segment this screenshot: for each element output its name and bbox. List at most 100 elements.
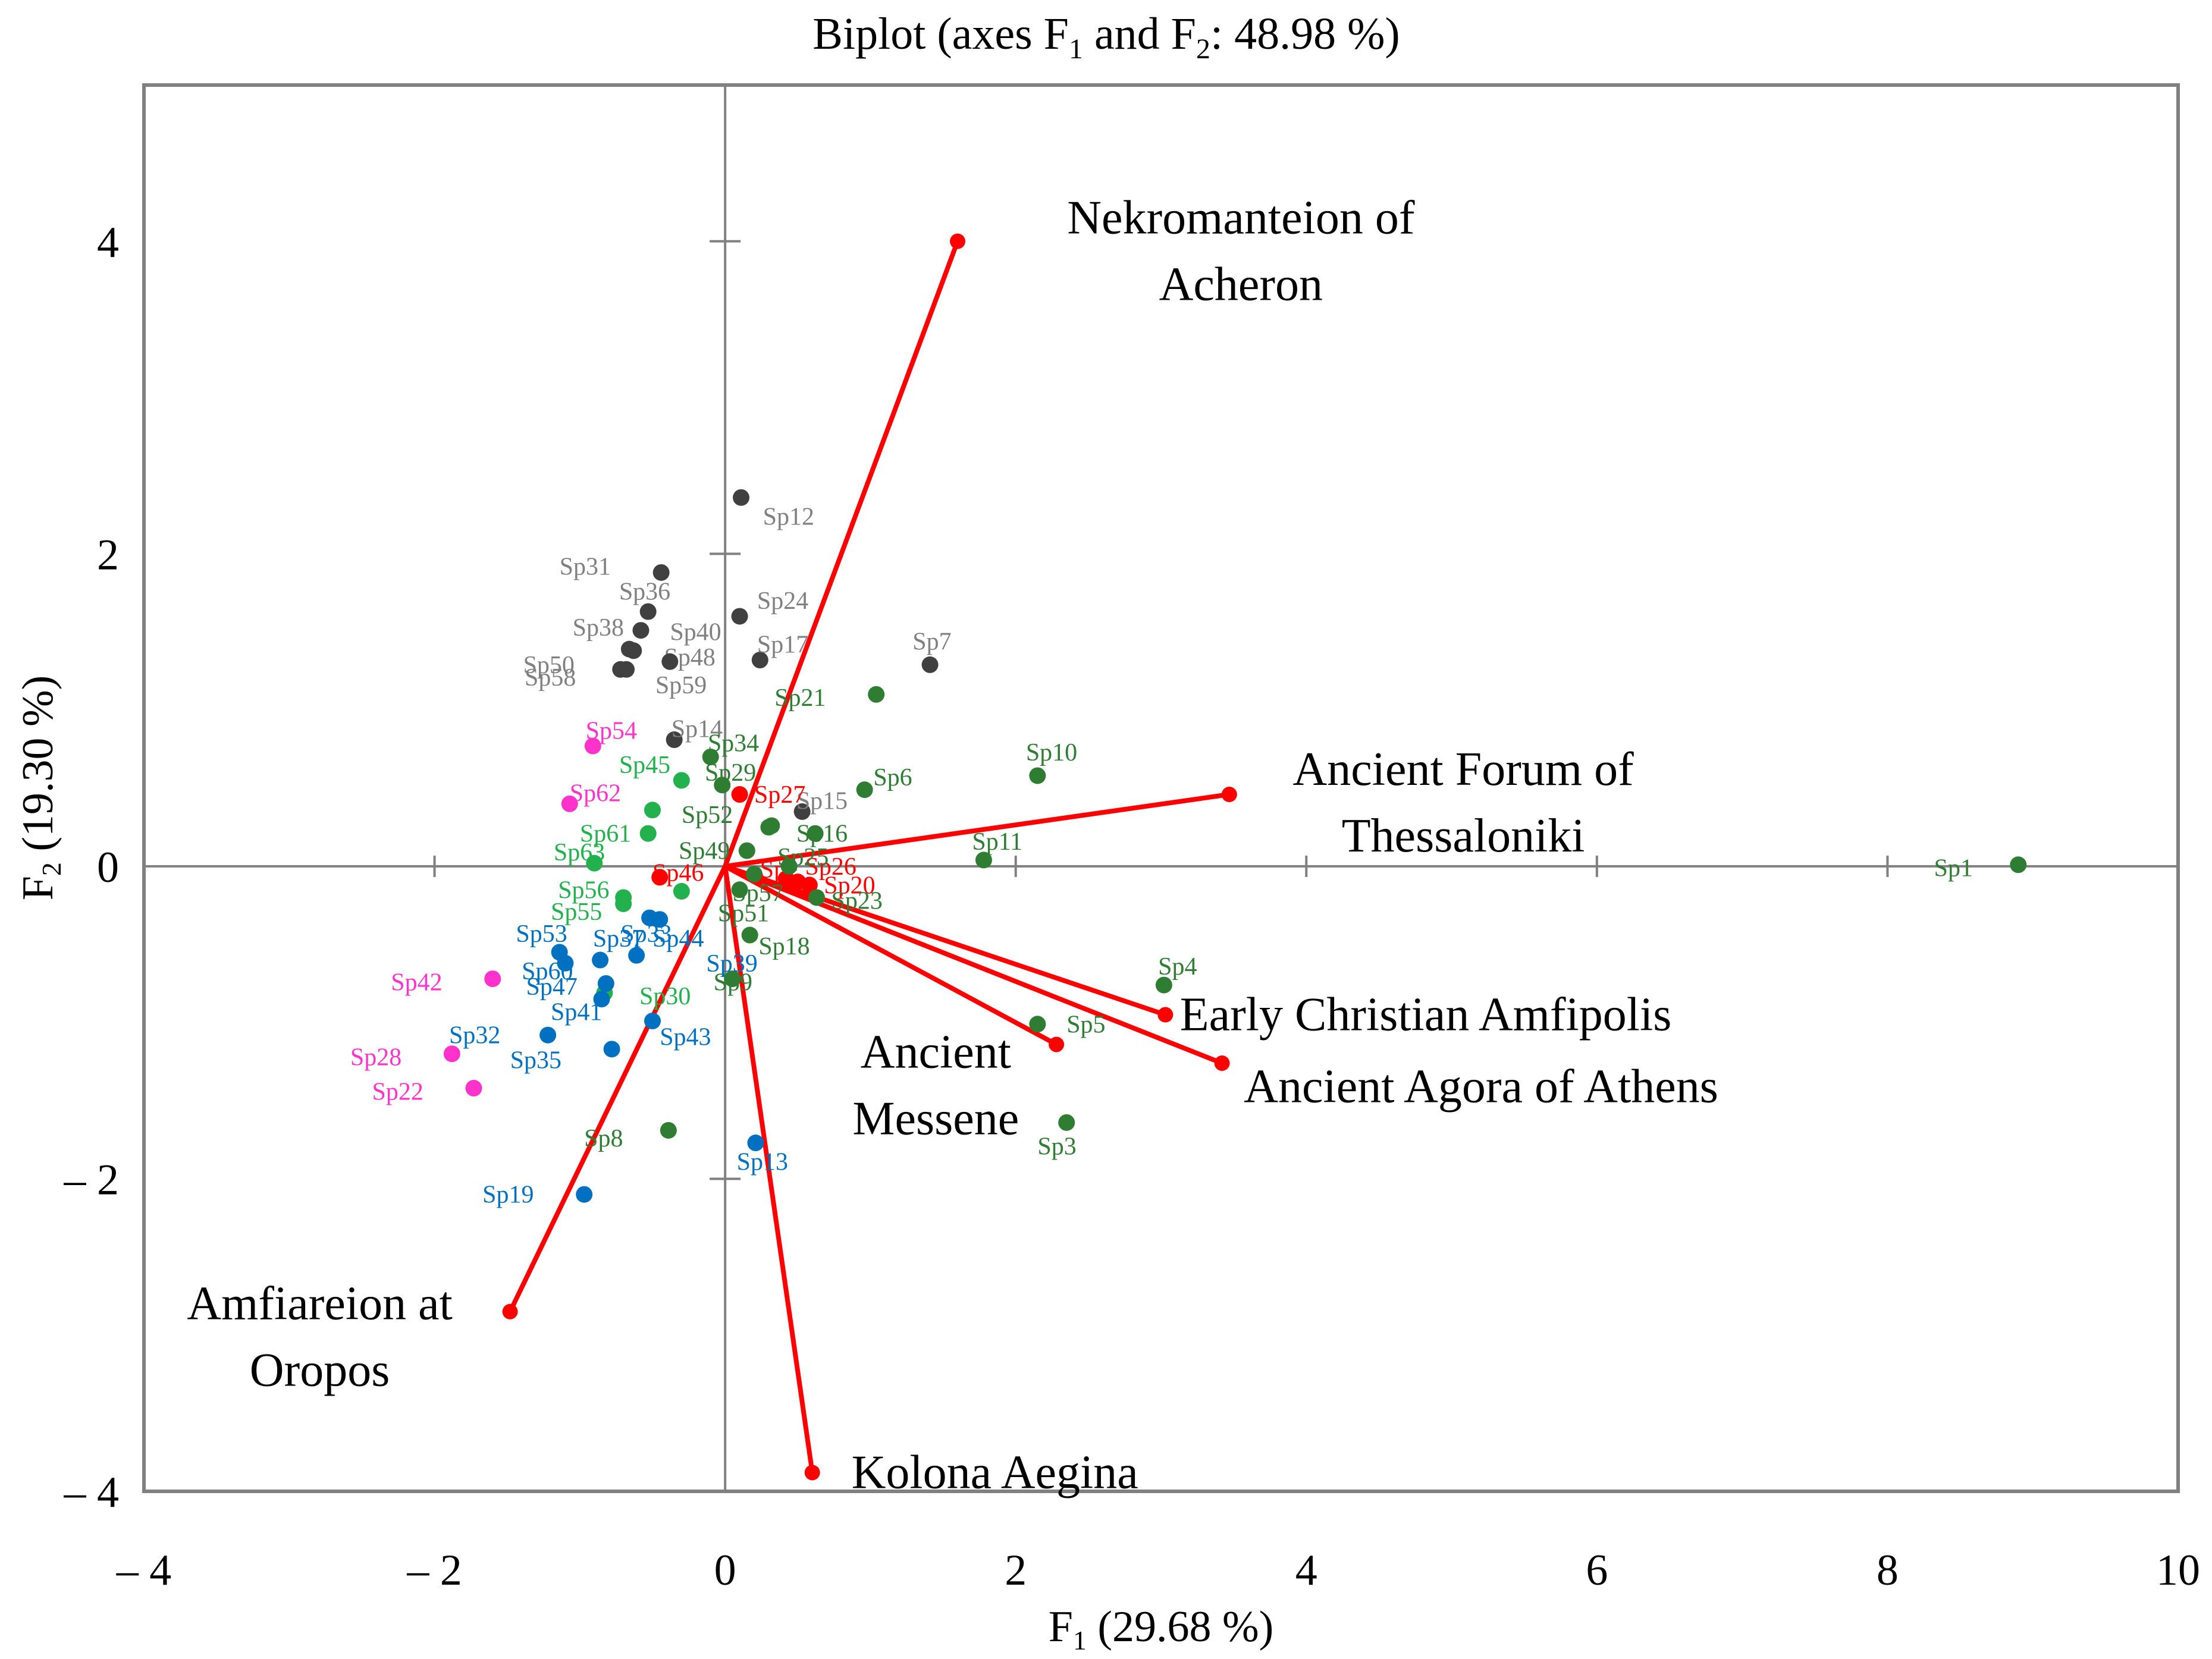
point-marker bbox=[777, 870, 795, 887]
point-marker bbox=[673, 882, 690, 900]
variable-vector: Kolona Aegina bbox=[723, 866, 1138, 1498]
point-marker bbox=[660, 1121, 677, 1139]
vector-line bbox=[723, 240, 960, 868]
point-marker bbox=[1058, 1114, 1075, 1131]
point-label: Sp10 bbox=[1026, 739, 1077, 766]
point-label: Sp40 bbox=[670, 619, 721, 646]
point-marker bbox=[443, 1045, 460, 1063]
data-point: Sp54 bbox=[584, 717, 637, 755]
vector-line bbox=[507, 865, 727, 1313]
data-point: Sp14 bbox=[666, 716, 723, 749]
variable-vector: Ancient Agora of Athens bbox=[724, 864, 1718, 1113]
x-tick-label: 0 bbox=[714, 1546, 736, 1595]
data-point: Sp28 bbox=[350, 1044, 460, 1071]
data-point: Sp6 bbox=[856, 764, 912, 799]
point-marker bbox=[1029, 1016, 1046, 1033]
vector-line bbox=[723, 866, 815, 1473]
point-label: Sp5 bbox=[1066, 1011, 1105, 1038]
point-marker bbox=[751, 652, 768, 669]
point-marker bbox=[731, 786, 748, 803]
point-marker bbox=[639, 603, 657, 620]
data-point: Sp22 bbox=[372, 1078, 482, 1105]
point-label: Sp7 bbox=[912, 628, 951, 655]
data-point: Sp63 bbox=[554, 839, 605, 872]
point-marker bbox=[975, 852, 992, 869]
point-marker bbox=[584, 737, 601, 755]
data-point: Sp46 bbox=[651, 859, 704, 887]
point-label: Sp27 bbox=[754, 781, 805, 809]
data-point: Sp26 bbox=[789, 853, 856, 891]
point-label: Sp4 bbox=[1158, 953, 1197, 981]
point-label: Sp43 bbox=[660, 1023, 711, 1051]
point-label: Sp21 bbox=[774, 684, 826, 712]
data-point: Sp4 bbox=[1155, 953, 1197, 994]
point-label: Sp26 bbox=[805, 853, 856, 881]
point-marker bbox=[597, 975, 614, 992]
y-tick-label: 2 bbox=[97, 530, 119, 579]
data-point: Sp16 bbox=[796, 821, 848, 848]
point-label: Sp59 bbox=[655, 672, 707, 699]
point-marker bbox=[632, 622, 650, 639]
point-marker bbox=[576, 1186, 593, 1203]
data-point bbox=[644, 802, 661, 819]
variable-vector: Ancient Forum of Thessaloniki bbox=[724, 743, 1634, 869]
data-point: Sp38 bbox=[573, 614, 650, 642]
vector-endpoint bbox=[1214, 1055, 1230, 1071]
vector-label: Kolona Aegina bbox=[852, 1446, 1138, 1498]
point-marker bbox=[746, 866, 763, 883]
point-marker bbox=[733, 489, 750, 506]
point-label: Sp6 bbox=[873, 764, 912, 791]
vector-endpoint bbox=[1221, 787, 1237, 803]
data-point: Sp61 bbox=[580, 821, 657, 848]
variable-vector: Amfiareion at Oropos bbox=[187, 865, 727, 1397]
x-tick-label: 4 bbox=[1295, 1546, 1317, 1595]
data-point: Sp43 bbox=[644, 1013, 711, 1051]
point-marker bbox=[808, 889, 826, 906]
point-label: Sp15 bbox=[796, 788, 848, 815]
point-marker bbox=[641, 909, 658, 926]
data-point: Sp35 bbox=[510, 1041, 620, 1074]
point-label: Sp42 bbox=[391, 969, 442, 996]
point-label: Sp56 bbox=[558, 876, 609, 904]
point-label: Sp22 bbox=[372, 1078, 423, 1105]
point-label: Sp12 bbox=[763, 503, 814, 530]
point-label: Sp18 bbox=[758, 933, 810, 960]
point-label: Sp28 bbox=[350, 1044, 401, 1071]
vector-label: Ancient Agora of Athens bbox=[1244, 1060, 1718, 1113]
data-point: Sp12 bbox=[733, 489, 814, 530]
point-marker bbox=[618, 661, 635, 678]
data-point: Sp7 bbox=[912, 628, 952, 673]
data-point: Sp13 bbox=[737, 1135, 788, 1176]
vector-endpoint bbox=[950, 233, 965, 249]
point-label: Sp13 bbox=[737, 1149, 788, 1176]
point-label: Sp1 bbox=[1934, 855, 1973, 882]
x-tick-label: – 2 bbox=[406, 1546, 462, 1595]
data-point: Sp11 bbox=[972, 828, 1022, 869]
point-label: Sp46 bbox=[652, 859, 704, 887]
point-marker bbox=[793, 803, 811, 820]
point-marker bbox=[921, 656, 939, 673]
point-label: Sp20 bbox=[824, 872, 875, 899]
point-marker bbox=[615, 889, 632, 906]
point-marker bbox=[731, 881, 748, 898]
data-point: Sp25 bbox=[777, 844, 829, 875]
data-point: Sp8 bbox=[584, 1121, 677, 1152]
point-label: Sp53 bbox=[516, 920, 567, 948]
data-point bbox=[673, 882, 690, 900]
point-marker bbox=[651, 869, 669, 886]
vector-endpoint bbox=[804, 1465, 820, 1481]
point-label: Sp62 bbox=[570, 780, 621, 807]
point-label: Sp63 bbox=[554, 839, 605, 866]
point-label: Sp49 bbox=[679, 838, 730, 865]
point-marker bbox=[724, 970, 741, 988]
point-label: Sp11 bbox=[972, 828, 1022, 856]
x-tick-label: 8 bbox=[1877, 1546, 1899, 1595]
point-marker bbox=[652, 564, 670, 581]
data-point: Sp53 bbox=[516, 920, 568, 961]
point-label: Sp31 bbox=[560, 553, 611, 580]
data-point: Sp62 bbox=[561, 780, 621, 812]
data-point: Sp51 bbox=[718, 881, 769, 928]
data-point: Sp15 bbox=[793, 788, 848, 820]
data-point: Sp34 bbox=[702, 730, 759, 765]
